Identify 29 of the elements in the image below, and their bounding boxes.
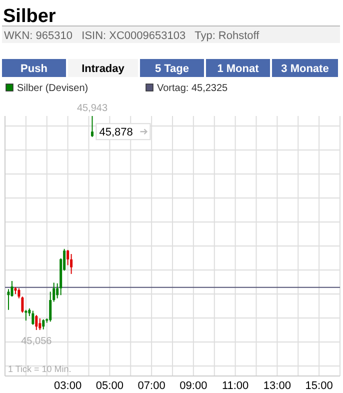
x-tick-label: 05:00 <box>96 380 124 392</box>
annotation: 45,878 <box>99 126 133 139</box>
text: 1 Tick = 10 Min. <box>8 364 72 374</box>
candlestick <box>70 254 73 274</box>
candlestick <box>38 318 42 330</box>
candlestick <box>32 310 34 326</box>
text: 3 Monate <box>281 63 329 75</box>
candlestick <box>66 249 70 266</box>
text: 5 Tage <box>154 63 190 75</box>
text: 45,056 <box>21 336 52 347</box>
x-tick-label: 03:00 <box>54 380 82 392</box>
candlestick <box>49 291 52 322</box>
chart-title: Silber <box>3 6 56 27</box>
x-tick-label: 11:00 <box>222 380 249 392</box>
x-tick-label: 15:00 <box>305 380 333 392</box>
x-tick-label: 07:00 <box>138 380 166 392</box>
chart-subtitle: WKN: 965310 ISIN: XC0009653103 Typ: Rohstoff <box>4 30 260 42</box>
text: 45,943 <box>76 103 108 114</box>
candlestick <box>90 116 94 138</box>
legend-label: Silber (Devisen) <box>17 83 88 94</box>
legend-label: Vortag: 45,2325 <box>157 83 228 94</box>
candlestick <box>35 314 38 330</box>
text: Push <box>20 63 48 75</box>
x-tick-label: 13:00 <box>263 380 291 392</box>
x-tick-label: 09:00 <box>180 380 208 392</box>
text: 1 Monat <box>217 63 260 75</box>
candlestick <box>42 318 45 330</box>
text: Intraday <box>82 63 126 75</box>
candlestick <box>7 288 10 310</box>
